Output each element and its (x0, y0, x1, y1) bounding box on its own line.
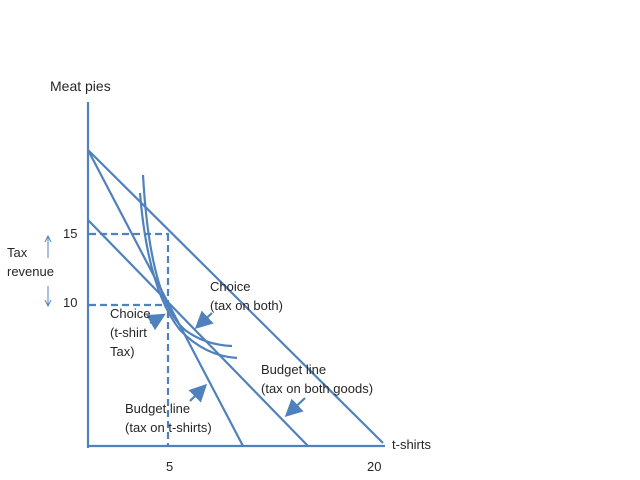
choice-tshirt-line1: Choice (110, 306, 151, 321)
tax-revenue-label: Tax revenue (7, 245, 54, 280)
tax-revenue-line2: revenue (7, 264, 54, 279)
arrow-choice-both (194, 310, 214, 329)
budget-both-label: Budget line (tax on both goods) (261, 362, 373, 397)
budget-tshirt-line1: Budget line (125, 401, 191, 416)
arrow-budget-both (284, 397, 306, 418)
budget-line-tax-on-both (87, 219, 309, 447)
original-budget-line (87, 149, 384, 444)
choice-tshirt-label: Choice (t-shirt Tax) (110, 306, 150, 360)
choice-tshirt-line2: (t-shirt (110, 325, 147, 340)
arrow-budget-tshirt (188, 383, 208, 403)
y-axis-label: Meat pies (50, 78, 111, 94)
budget-both-line1: Budget line (261, 362, 327, 377)
choice-both-line1: Choice (210, 279, 251, 294)
x-tick-20: 20 (367, 459, 382, 474)
y-tick-15: 15 (63, 226, 78, 241)
budget-tshirt-line2: (tax on t-shirts) (125, 420, 212, 435)
y-tick-10: 10 (63, 295, 78, 310)
tax-revenue-line1: Tax (7, 245, 28, 260)
choice-both-label: Choice (tax on both) (210, 279, 283, 314)
indifference-curve-low (138, 192, 238, 360)
x-axis-label: t-shirts (392, 437, 431, 452)
budget-line-tax-on-tshirts (87, 149, 244, 447)
arrow-choice-tshirt (146, 313, 166, 331)
budget-tshirt-label: Budget line (tax on t-shirts) (125, 401, 212, 436)
budget-both-line2: (tax on both goods) (261, 381, 374, 396)
choice-tshirt-line3: Tax) (110, 344, 135, 359)
indifference-curve-high (141, 174, 233, 348)
choice-both-line2: (tax on both) (210, 298, 283, 313)
x-tick-5: 5 (166, 459, 174, 474)
